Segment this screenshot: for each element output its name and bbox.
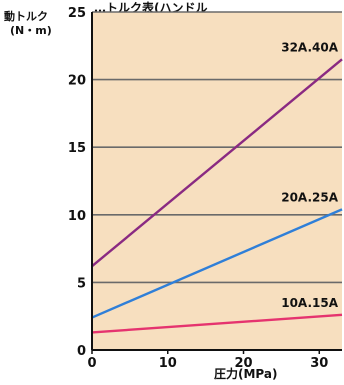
x-tick-labels: 0 10 20 30 (87, 350, 328, 371)
gridlines (92, 11, 342, 284)
y-axis-label-line2: (N・m) (10, 24, 52, 37)
y-tick-25: 25 (68, 6, 86, 21)
plot-area (92, 12, 342, 350)
y-axis-label-line1: 動トルク (4, 9, 48, 23)
x-tick-20: 20 (234, 356, 252, 371)
series-label-20a-25a: 20A.25A (281, 190, 338, 204)
y-tick-10: 10 (68, 209, 86, 224)
series-label-10a-15a: 10A.15A (281, 296, 338, 310)
series-label-32a-40a: 32A.40A (281, 40, 338, 54)
y-tick-20: 20 (68, 74, 86, 89)
y-tick-5: 5 (77, 276, 86, 291)
series-line-32a-40a (91, 58, 343, 268)
x-axis-label: 圧力(MPa) (214, 366, 277, 381)
x-tick-30: 30 (310, 356, 328, 371)
series-line-10a-15a (91, 313, 343, 334)
x-tick-0: 0 (87, 356, 96, 371)
series-labels: 32A.40A 20A.25A 10A.15A (281, 40, 338, 310)
x-tick-10: 10 (159, 356, 177, 371)
y-tick-labels: 0 5 10 15 20 25 (68, 6, 86, 359)
y-tick-15: 15 (68, 141, 86, 156)
y-tick-0: 0 (77, 344, 86, 359)
series-line-20a-25a (91, 208, 343, 319)
series-lines (91, 58, 343, 334)
